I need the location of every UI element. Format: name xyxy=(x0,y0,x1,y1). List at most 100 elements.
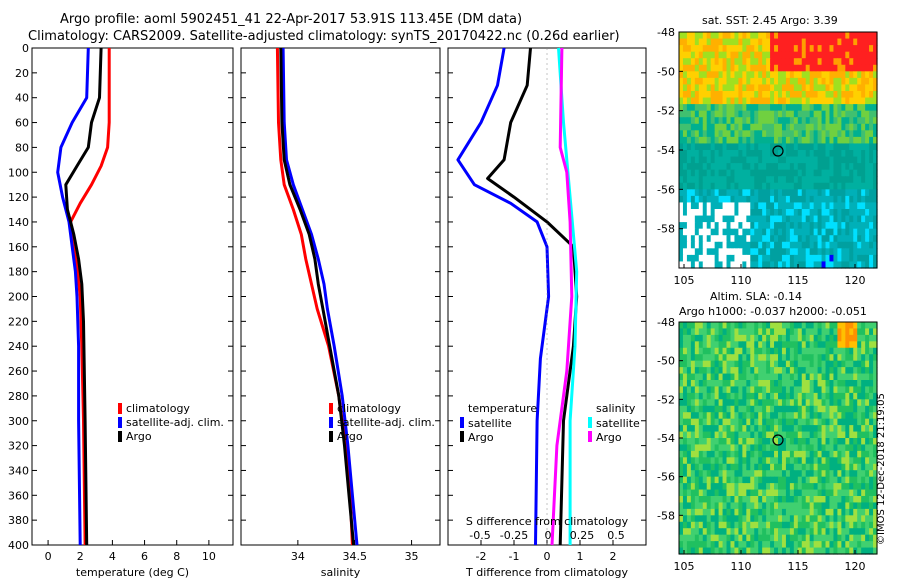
map-cell xyxy=(861,354,866,362)
map-cell xyxy=(686,130,692,138)
series-line-argo xyxy=(279,47,356,546)
map-cell xyxy=(805,322,811,330)
map-cell xyxy=(778,341,783,349)
map-cell xyxy=(730,189,736,197)
map-cell xyxy=(686,254,692,263)
map-cell xyxy=(785,386,791,394)
map-cell xyxy=(726,241,732,249)
map-cell xyxy=(758,470,763,478)
map-cell xyxy=(778,195,783,204)
map-cell xyxy=(853,77,858,86)
map-cell xyxy=(770,176,775,184)
map-cell xyxy=(789,457,795,465)
map-cell xyxy=(726,235,732,243)
map-cell xyxy=(845,380,850,388)
map-cell xyxy=(873,84,878,92)
map-cell xyxy=(770,182,775,190)
map-cell xyxy=(857,380,862,388)
map-cell xyxy=(833,77,838,86)
map-cell xyxy=(857,235,862,243)
map-cell xyxy=(766,97,771,105)
map-cell xyxy=(762,110,767,118)
map-cell xyxy=(770,431,775,439)
map-cell xyxy=(738,51,743,59)
map-cell xyxy=(825,367,831,375)
map-cell xyxy=(789,399,795,407)
map-cell xyxy=(837,418,842,426)
map-cell xyxy=(793,373,799,381)
map-cell xyxy=(869,470,874,478)
map-cell xyxy=(730,322,736,330)
map-cell xyxy=(730,71,736,79)
map-cell xyxy=(706,528,712,536)
map-cell xyxy=(766,182,771,190)
map-cell xyxy=(829,97,835,105)
map-cell xyxy=(742,399,747,407)
map-cell xyxy=(686,515,692,523)
map-cell xyxy=(742,32,747,40)
map-cell xyxy=(750,38,755,46)
map-cell xyxy=(821,150,827,158)
map-cell xyxy=(754,104,759,112)
map-cell xyxy=(833,202,838,210)
map-cell xyxy=(738,334,743,342)
map-cell xyxy=(722,209,728,217)
map-cell xyxy=(679,399,684,407)
map-cell xyxy=(694,341,700,349)
map-cell xyxy=(845,143,850,151)
map-cell xyxy=(797,502,803,510)
map-cell xyxy=(754,215,759,223)
map-cell xyxy=(833,123,838,131)
map-cell xyxy=(738,470,743,478)
map-cell xyxy=(679,222,684,230)
map-cell xyxy=(710,438,716,446)
map-cell xyxy=(774,508,779,516)
map-cell xyxy=(738,123,743,131)
map-cell xyxy=(774,450,779,458)
map-cell xyxy=(793,334,799,342)
map-cell xyxy=(813,373,819,381)
map-cell xyxy=(825,254,831,263)
map-cell xyxy=(865,38,870,46)
map-cell xyxy=(778,360,783,368)
map-cell xyxy=(682,457,688,465)
map-cell xyxy=(837,45,842,53)
map-cell xyxy=(845,209,850,217)
map-cell xyxy=(829,405,835,413)
map-cell xyxy=(730,97,736,105)
map-cell xyxy=(853,32,858,40)
map-cell xyxy=(722,496,728,504)
map-cell xyxy=(793,341,799,349)
map-cell xyxy=(758,515,763,523)
map-cell xyxy=(781,169,787,177)
map-cell xyxy=(797,489,803,497)
map-cell xyxy=(861,360,866,368)
map-cell xyxy=(694,104,700,112)
map-cell xyxy=(682,195,688,204)
map-cell xyxy=(793,222,799,230)
map-cell xyxy=(801,97,807,105)
map-cell xyxy=(710,195,716,204)
map-cell xyxy=(789,412,795,420)
map-cell xyxy=(726,104,732,112)
map-cell xyxy=(793,209,799,217)
map-cell xyxy=(746,508,751,516)
map-cell xyxy=(857,58,862,66)
map-cell xyxy=(774,241,779,249)
map-cell xyxy=(781,328,787,336)
map-cell xyxy=(702,341,708,349)
map-cell xyxy=(869,45,874,53)
map-cell xyxy=(785,261,791,269)
map-cell xyxy=(853,341,858,349)
map-cell xyxy=(770,248,775,256)
map-cell xyxy=(714,515,720,523)
map-cell xyxy=(742,347,747,355)
map-cell xyxy=(809,261,815,269)
map-cell xyxy=(849,425,854,433)
map-cell xyxy=(710,64,716,72)
map-cell xyxy=(781,528,787,536)
map-cell xyxy=(778,176,783,184)
map-cell xyxy=(698,360,704,368)
map-cell xyxy=(738,235,743,243)
map-cell xyxy=(754,110,759,118)
